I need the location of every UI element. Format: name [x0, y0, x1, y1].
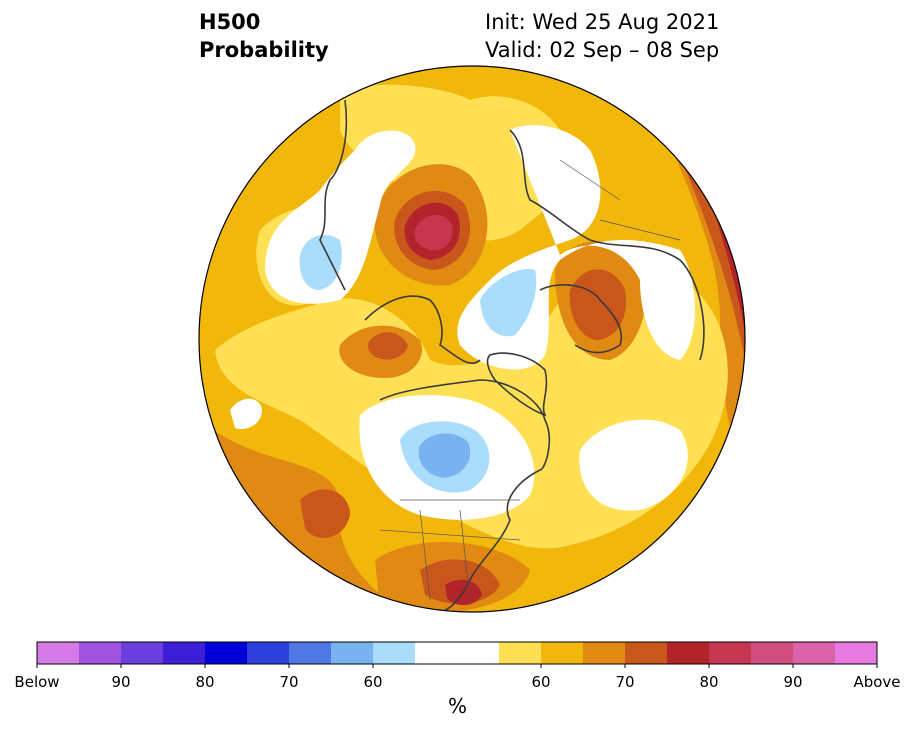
colorbar-swatch	[37, 642, 80, 664]
coastlines	[319, 99, 705, 612]
prob-yellow-north	[340, 84, 577, 241]
coastline-alaska	[364, 295, 481, 365]
colorbar-swatch	[541, 642, 584, 664]
border-country	[559, 159, 621, 201]
title-line-variable: H500	[199, 10, 261, 34]
colorbar-frame	[36, 641, 878, 665]
prob-peak-siberia	[414, 214, 453, 251]
coastline-eurasia	[509, 129, 705, 361]
colorbar-swatch	[289, 642, 332, 664]
colorbar-tick-label: 70	[279, 673, 298, 691]
colorbar-unit-label: %	[447, 694, 467, 718]
coastline-greenland	[486, 352, 548, 417]
colorbar-swatch	[163, 642, 206, 664]
map-boundary	[198, 65, 746, 613]
colorbar-tick-label: 90	[783, 673, 802, 691]
prob-below-west	[299, 235, 342, 290]
prob-core-europe	[569, 269, 626, 340]
prob-below-arctic	[480, 269, 537, 337]
colorbar-swatch	[79, 642, 122, 664]
probability-map	[198, 65, 746, 613]
colorbar-swatch	[415, 642, 458, 664]
colorbar-tick-label: Below	[14, 673, 59, 691]
prob-below-canada-core	[418, 433, 471, 478]
title-line-probability: Probability	[199, 38, 329, 62]
border-state	[419, 509, 431, 601]
colorbar-swatch	[121, 642, 164, 664]
colorbar-swatch	[205, 642, 248, 664]
product-title: H500 Probability	[199, 8, 329, 64]
border-state	[379, 529, 521, 541]
colorbar-swatch	[625, 642, 668, 664]
colorbar-tick-label: 60	[531, 673, 550, 691]
colorbar-swatch	[373, 642, 416, 664]
colorbar-swatch	[457, 642, 500, 664]
colorbar-swatch	[667, 642, 710, 664]
coastline-east-asia	[319, 99, 348, 291]
colorbar-tick-label: 70	[615, 673, 634, 691]
border-country	[599, 219, 681, 241]
prob-near-normal-pacific	[230, 398, 262, 430]
colorbar-swatch	[583, 642, 626, 664]
prob-core-alaska	[368, 332, 408, 360]
colorbar-swatch	[499, 642, 542, 664]
border-state	[459, 509, 471, 601]
forecast-dates: Init: Wed 25 Aug 2021 Valid: 02 Sep – 08…	[485, 8, 719, 64]
political-borders	[379, 159, 681, 601]
prob-core-pacific	[300, 489, 350, 538]
map-disk	[199, 66, 745, 612]
coastline-europe	[539, 284, 622, 354]
colorbar-swatch	[247, 642, 290, 664]
colorbar: Below 90 80 70 60 60 70 80 90 Above	[14, 641, 901, 691]
coastline-north-america	[379, 379, 550, 612]
colorbar-tick-label: 60	[363, 673, 382, 691]
colorbar-ticks: Below 90 80 70 60 60 70 80 90 Above	[14, 664, 901, 691]
prob-near-normal-atlantic	[579, 419, 688, 511]
colorbar-tick-label: 80	[699, 673, 718, 691]
colorbar-tick-label: 90	[111, 673, 130, 691]
valid-range: Valid: 02 Sep – 08 Sep	[485, 38, 720, 62]
colorbar-tick-label: 80	[195, 673, 214, 691]
colorbar-swatch	[709, 642, 752, 664]
colorbar-swatch	[751, 642, 794, 664]
colorbar-tick-label: Above	[853, 673, 900, 691]
colorbar-swatches	[37, 642, 878, 664]
colorbar-swatch	[793, 642, 836, 664]
colorbar-swatch	[331, 642, 374, 664]
colorbar-swatch	[835, 642, 878, 664]
init-date: Init: Wed 25 Aug 2021	[485, 10, 720, 34]
